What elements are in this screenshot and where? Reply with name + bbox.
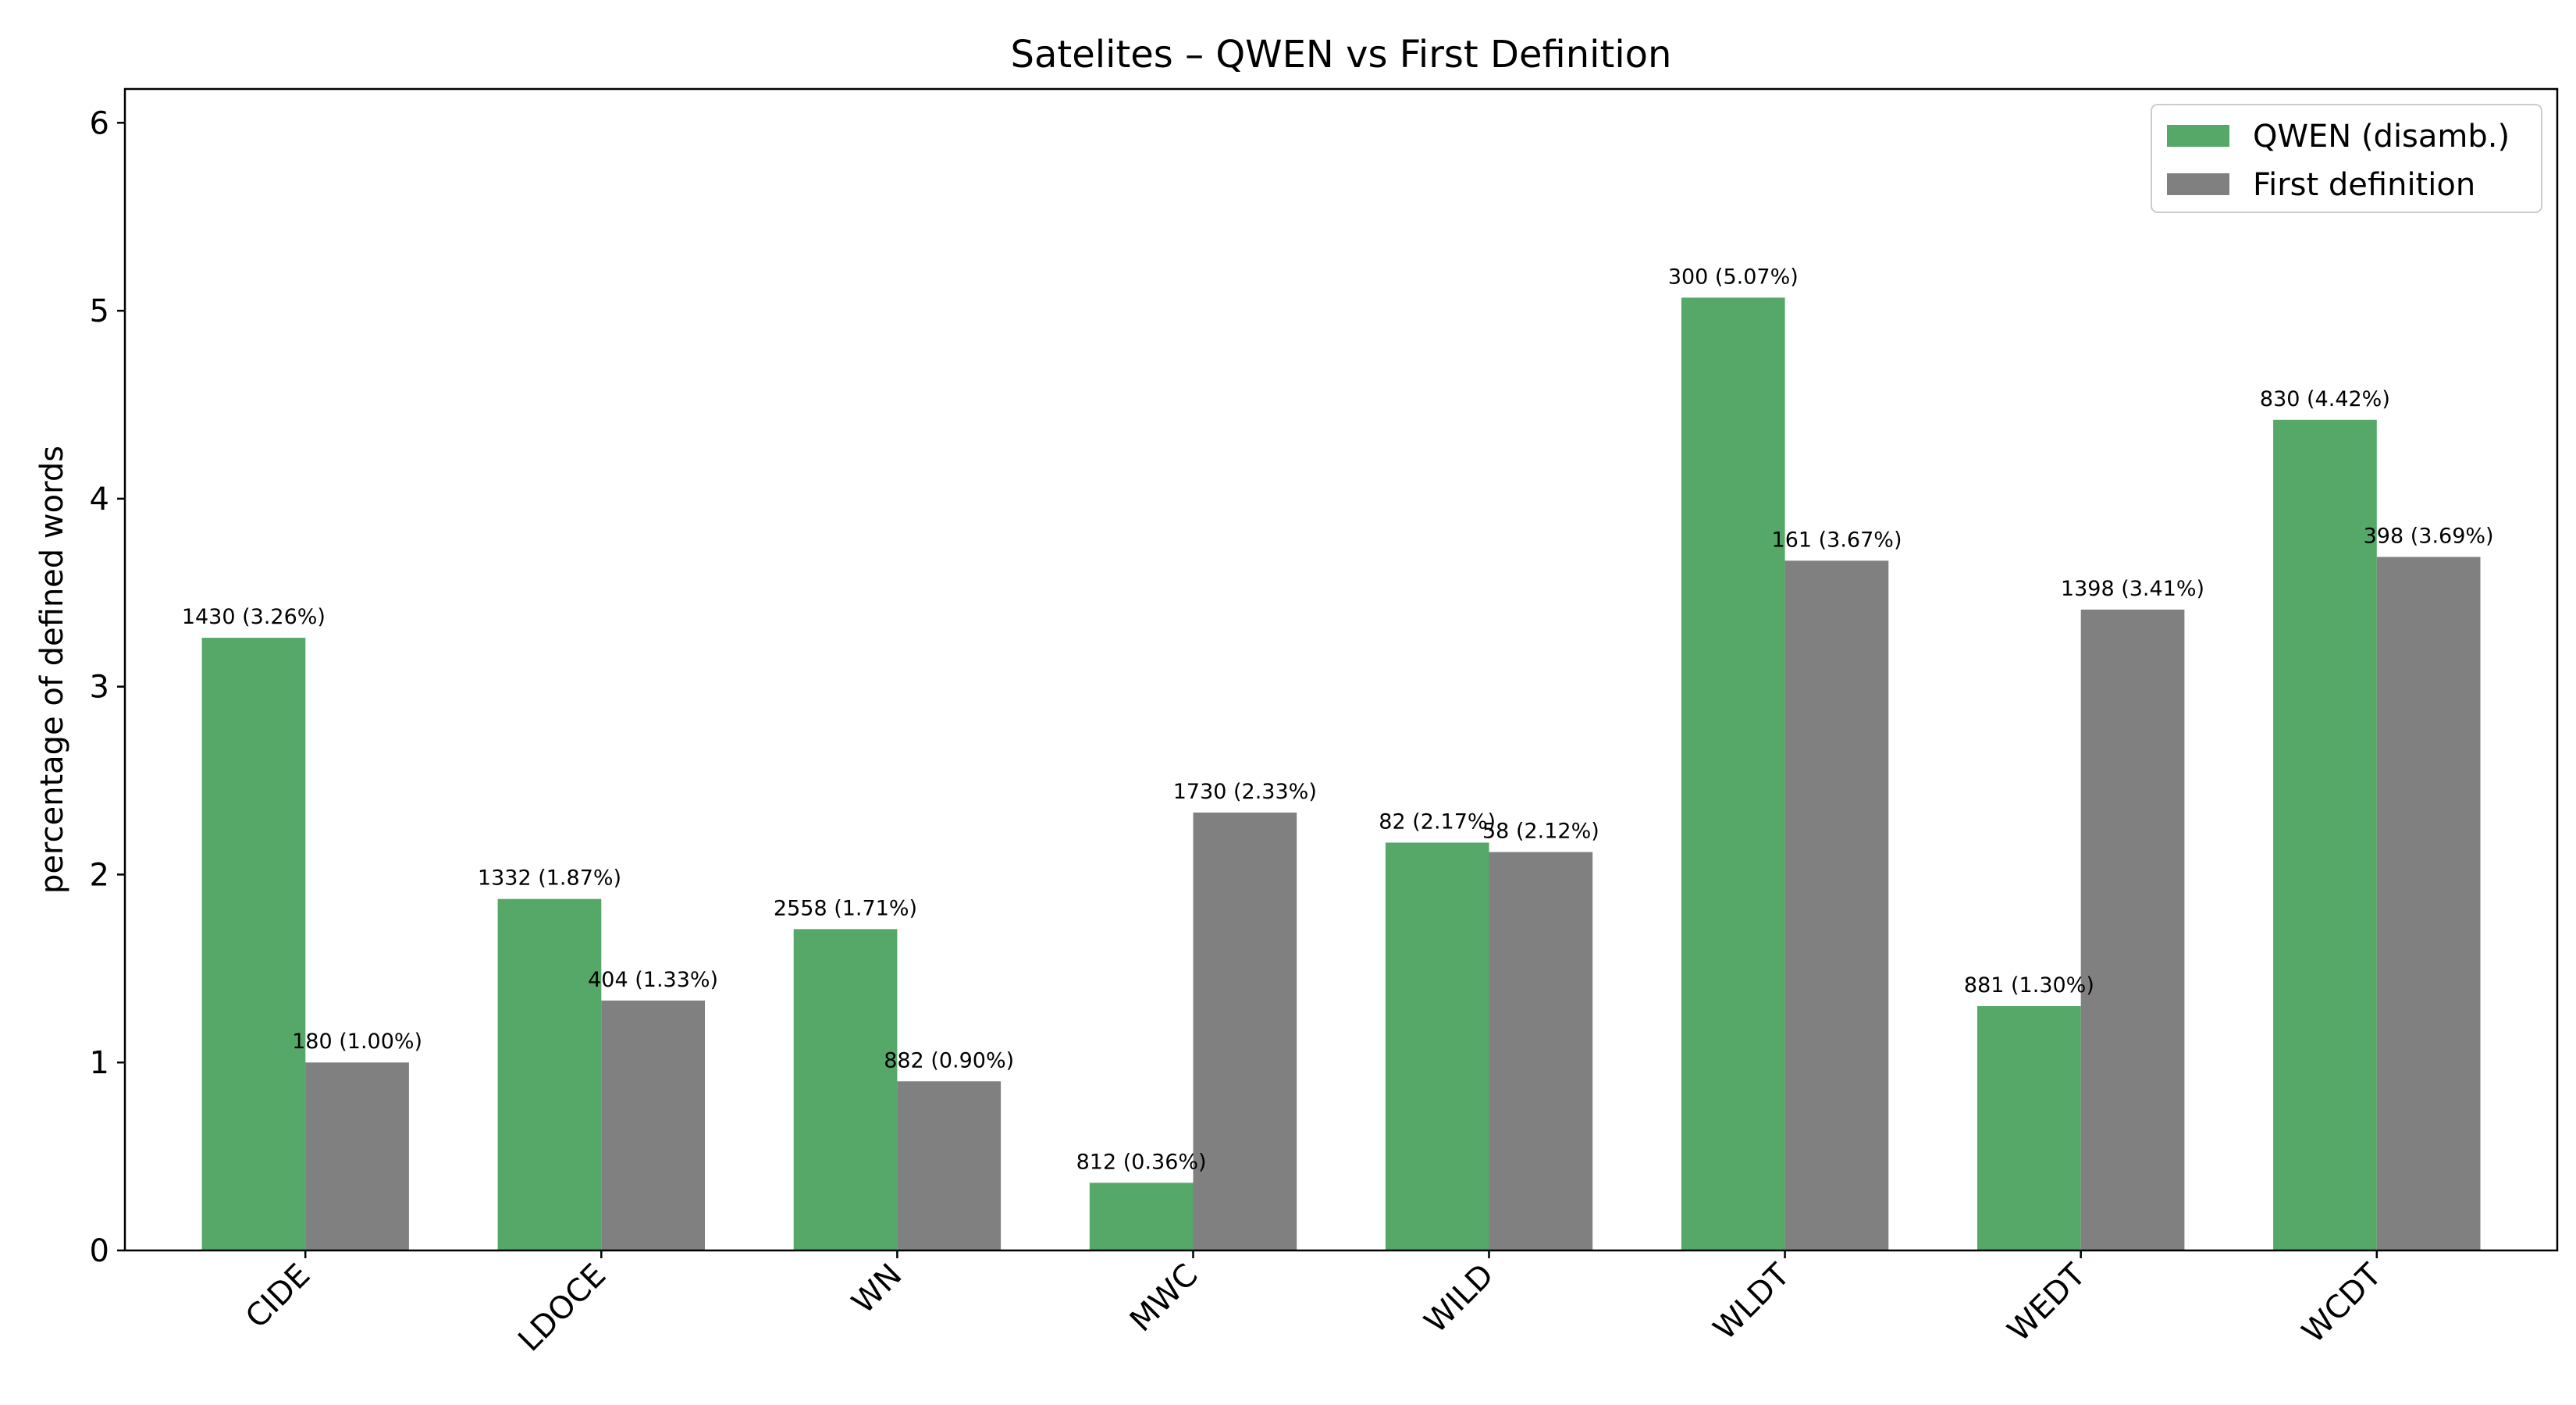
bar-first-definition-wedt xyxy=(2080,610,2185,1250)
legend-swatch-qwen xyxy=(2167,125,2229,147)
data-label-first-definition-mwc: 1730 (2.33%) xyxy=(1173,780,1317,804)
legend: QWEN (disamb.) First definition xyxy=(2151,104,2542,213)
data-label-qwen-wild: 82 (2.17%) xyxy=(1379,810,1496,834)
data-label-qwen-wcdt: 830 (4.42%) xyxy=(2260,387,2390,411)
bar-qwen-wedt xyxy=(1977,1006,2081,1250)
y-tick-label: 0 xyxy=(90,1233,109,1269)
bar-qwen-wild xyxy=(1385,842,1489,1250)
bar-first-definition-ldoce xyxy=(601,1000,705,1250)
y-tick-label: 1 xyxy=(90,1045,109,1081)
legend-label-qwen: QWEN (disamb.) xyxy=(2253,119,2510,155)
bar-first-definition-mwc xyxy=(1193,813,1297,1250)
legend-box xyxy=(2151,104,2542,213)
y-tick-label: 2 xyxy=(90,857,109,893)
bar-first-definition-wild xyxy=(1489,852,1593,1250)
data-label-first-definition-wedt: 1398 (3.41%) xyxy=(2061,577,2204,601)
y-axis: 0 1 2 3 4 5 6 xyxy=(90,105,125,1269)
data-label-first-definition-wild: 58 (2.12%) xyxy=(1482,820,1599,844)
data-label-qwen-wldt: 300 (5.07%) xyxy=(1668,265,1799,289)
x-tick-label-mwc: MWC xyxy=(1123,1257,1205,1339)
bar-qwen-wcdt xyxy=(2273,419,2377,1250)
y-tick-label: 4 xyxy=(90,482,109,518)
legend-swatch-first-definition xyxy=(2167,173,2229,195)
bar-first-definition-wn xyxy=(897,1081,1002,1250)
bar-first-definition-wldt xyxy=(1784,560,1889,1250)
data-label-first-definition-wn: 882 (0.90%) xyxy=(884,1048,1014,1072)
data-label-first-definition-ldoce: 404 (1.33%) xyxy=(588,968,718,992)
data-label-qwen-ldoce: 1332 (1.87%) xyxy=(478,866,621,891)
bars xyxy=(201,297,2481,1250)
bar-first-definition-cide xyxy=(305,1062,409,1250)
x-axis: CIDE LDOCE WN MWC WILD WLDT WEDT WCDT xyxy=(239,1250,2389,1358)
data-label-first-definition-cide: 180 (1.00%) xyxy=(292,1030,422,1054)
bar-first-definition-wcdt xyxy=(2376,557,2481,1250)
legend-label-first-definition: First definition xyxy=(2253,167,2475,203)
bar-qwen-mwc xyxy=(1089,1183,1194,1250)
bar-qwen-wn xyxy=(793,929,898,1250)
data-label-qwen-wedt: 881 (1.30%) xyxy=(1964,973,2094,998)
bar-qwen-ldoce xyxy=(497,898,602,1250)
plot-frame xyxy=(123,87,2559,1252)
chart-title: Satelites – QWEN vs First Definition xyxy=(1011,33,1672,76)
x-tick-label-wedt: WEDT xyxy=(2001,1257,2093,1349)
data-labels: 1430 (3.26%) 1332 (1.87%) 2558 (1.71%) 812 … xyxy=(182,265,2494,1174)
x-tick-label-ldoce: LDOCE xyxy=(511,1257,613,1359)
y-axis-label: percentage of defined words xyxy=(34,446,70,894)
bar-qwen-cide xyxy=(201,638,306,1250)
data-label-first-definition-wcdt: 398 (3.69%) xyxy=(2364,525,2494,549)
x-tick-label-wn: WN xyxy=(845,1257,909,1321)
data-label-qwen-mwc: 812 (0.36%) xyxy=(1076,1150,1207,1174)
x-tick-label-cide: CIDE xyxy=(239,1257,317,1336)
data-label-qwen-wn: 2558 (1.71%) xyxy=(774,896,917,920)
x-tick-label-wild: WILD xyxy=(1418,1257,1500,1340)
data-label-qwen-cide: 1430 (3.26%) xyxy=(182,605,326,629)
x-tick-label-wldt: WLDT xyxy=(1706,1257,1797,1347)
bar-qwen-wldt xyxy=(1681,297,1785,1250)
y-tick-label: 5 xyxy=(90,293,109,329)
x-tick-label-wcdt: WCDT xyxy=(2296,1257,2389,1350)
y-tick-label: 3 xyxy=(90,670,109,706)
data-label-first-definition-wldt: 161 (3.67%) xyxy=(1772,528,1902,552)
y-tick-label: 6 xyxy=(90,105,109,141)
